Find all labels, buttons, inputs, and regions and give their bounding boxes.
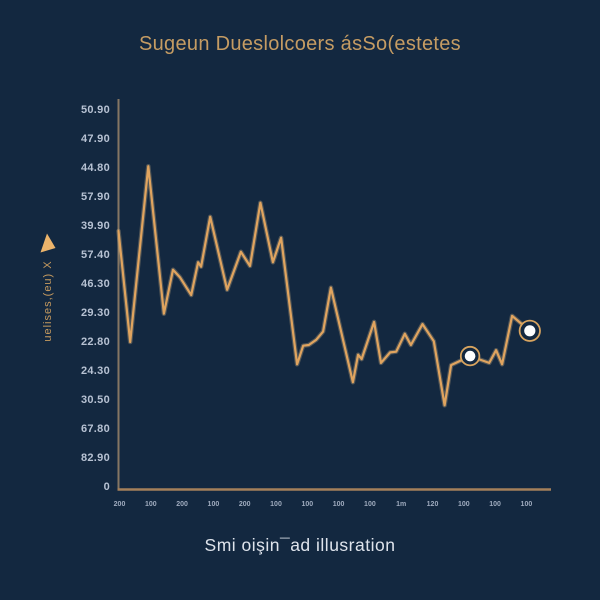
- x-tick-label: 100: [144, 501, 157, 508]
- x-tick-label: 100: [520, 501, 533, 508]
- y-axis-arrow-icon: [40, 233, 56, 253]
- y-tick-label: 24.30: [80, 365, 110, 378]
- x-tick-label: 100: [270, 501, 282, 508]
- y-tick-label: 57.40: [80, 249, 110, 261]
- marker-center: [464, 350, 476, 362]
- data-line-glow: [116, 163, 533, 408]
- data-line: [117, 165, 531, 407]
- y-tick-label: 50.90: [80, 103, 110, 116]
- y-tick-label: 30.50: [80, 394, 110, 407]
- y-tick-label: 29.30: [80, 307, 110, 320]
- chart-title: Sugeun Dueslolcoers ásSo(estetes: [138, 33, 461, 55]
- y-tick-label: 82.90: [80, 452, 110, 465]
- x-tick-label: 100: [207, 501, 220, 508]
- y-tick-label: 67.80: [80, 423, 110, 436]
- x-tick-label: 120: [426, 501, 439, 508]
- y-tick-label: 57.90: [80, 190, 110, 203]
- x-tick-label: 100: [301, 501, 314, 508]
- y-tick-label: 22.80: [80, 336, 110, 349]
- y-tick-label: 39.90: [80, 219, 110, 232]
- chart-caption: Smi oişin¯ad illusration: [204, 535, 396, 555]
- x-tick-label: 100: [364, 501, 376, 508]
- y-tick-label: 47.90: [80, 132, 110, 145]
- y-tick-label: 44.80: [80, 161, 110, 174]
- x-tick-label: 200: [113, 501, 126, 508]
- x-tick-label: 100: [332, 501, 345, 508]
- y-tick-label: 0: [103, 481, 110, 494]
- x-tick-label: 100: [457, 501, 470, 508]
- data-point-markers: [459, 319, 541, 367]
- y-tick-label: 46.30: [80, 278, 110, 291]
- x-tick-label: 200: [176, 501, 188, 508]
- x-tick-label: 1m: [396, 501, 407, 508]
- x-tick-label: 200: [238, 501, 251, 508]
- marker-center: [524, 325, 536, 337]
- x-tick-label: 100: [489, 501, 501, 508]
